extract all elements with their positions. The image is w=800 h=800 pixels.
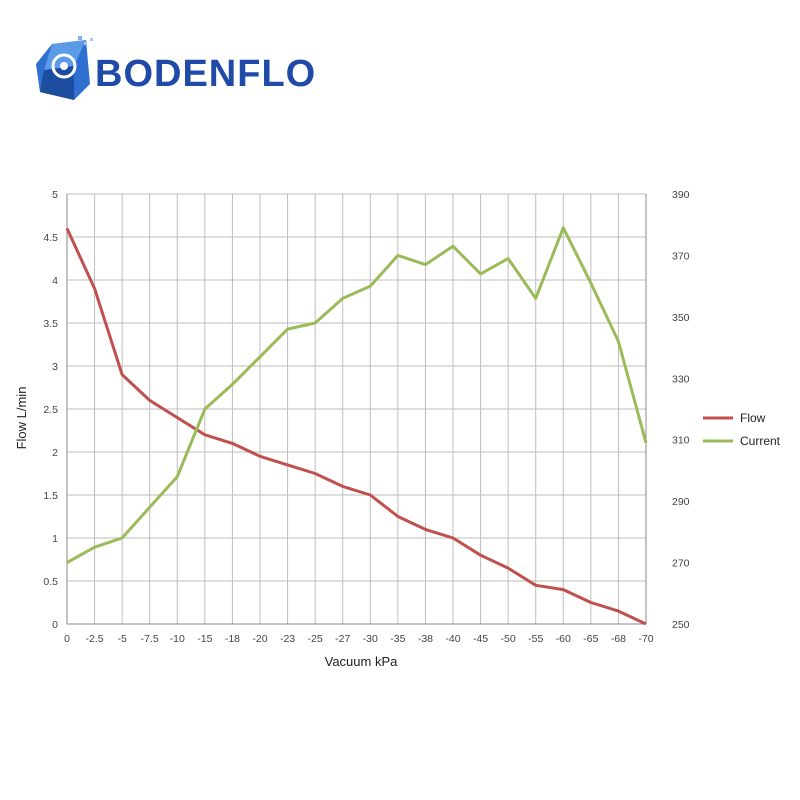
y-axis-title: Flow L/min bbox=[14, 387, 29, 450]
y-tick-label: 0 bbox=[52, 619, 58, 631]
y-tick-label: 2.5 bbox=[43, 404, 58, 416]
x-tick-label: -2.5 bbox=[86, 633, 104, 645]
y-tick-label: 1.5 bbox=[43, 490, 58, 502]
legend-label: Current bbox=[740, 434, 781, 448]
y-tick-label: 2 bbox=[52, 447, 58, 459]
brand-name: BODENFLO bbox=[95, 53, 317, 95]
y-tick-label: 0.5 bbox=[43, 576, 58, 588]
x-tick-label: -27 bbox=[335, 633, 350, 645]
x-tick-label: -55 bbox=[528, 633, 543, 645]
x-tick-label: -38 bbox=[418, 633, 433, 645]
y-tick-label: 3.5 bbox=[43, 318, 58, 330]
y2-tick-label: 250 bbox=[672, 619, 690, 631]
x-tick-label: -70 bbox=[638, 633, 653, 645]
x-tick-label: 0 bbox=[64, 633, 70, 645]
series-lines bbox=[65, 226, 648, 626]
x-tick-label: -20 bbox=[252, 633, 267, 645]
y2-tick-label: 390 bbox=[672, 189, 690, 201]
series-line-flow bbox=[65, 227, 647, 626]
y2-tick-label: 290 bbox=[672, 496, 690, 508]
x-tick-label: -65 bbox=[583, 633, 598, 645]
brand-logo bbox=[34, 36, 324, 106]
x-tick-label: -35 bbox=[390, 633, 405, 645]
y2-tick-label: 310 bbox=[672, 435, 690, 447]
x-tick-label: -60 bbox=[556, 633, 571, 645]
x-tick-label: -10 bbox=[170, 633, 185, 645]
chart-legend: Flow Current bbox=[703, 411, 781, 448]
x-tick-label: -18 bbox=[225, 633, 240, 645]
y-tick-label: 4.5 bbox=[43, 232, 58, 244]
y2-axis-ticks: 250 270 290 310 330 350 370 390 bbox=[672, 189, 690, 631]
x-tick-label: -25 bbox=[308, 633, 323, 645]
x-tick-label: -68 bbox=[611, 633, 626, 645]
x-tick-label: -40 bbox=[445, 633, 460, 645]
y-axis-ticks: 0 0.5 1 1.5 2 2.5 3 3.5 4 4.5 5 bbox=[43, 189, 58, 631]
y2-tick-label: 370 bbox=[672, 250, 690, 262]
y2-tick-label: 330 bbox=[672, 373, 690, 385]
series-line-current bbox=[66, 226, 648, 564]
y-tick-label: 5 bbox=[52, 189, 58, 201]
x-tick-label: -15 bbox=[197, 633, 212, 645]
y2-tick-label: 270 bbox=[672, 558, 690, 570]
chart-grid bbox=[66, 193, 647, 625]
x-tick-label: -5 bbox=[117, 633, 126, 645]
legend-label: Flow bbox=[740, 411, 766, 425]
x-tick-label: -50 bbox=[501, 633, 516, 645]
y-tick-label: 3 bbox=[52, 361, 58, 373]
y-tick-label: 4 bbox=[52, 275, 58, 287]
y-tick-label: 1 bbox=[52, 533, 58, 545]
y2-tick-label: 350 bbox=[672, 312, 690, 324]
x-tick-label: -30 bbox=[363, 633, 378, 645]
x-axis-title: Vacuum kPa bbox=[325, 654, 399, 669]
x-tick-label: -7.5 bbox=[141, 633, 159, 645]
x-tick-label: -45 bbox=[473, 633, 488, 645]
pump-cube-icon bbox=[36, 36, 93, 100]
x-tick-label: -23 bbox=[280, 633, 295, 645]
x-axis-ticks: 0 -2.5 -5 -7.5 -10 -15 -18 -20 -23 -25 -27 -30 -35 -3… bbox=[64, 633, 654, 645]
